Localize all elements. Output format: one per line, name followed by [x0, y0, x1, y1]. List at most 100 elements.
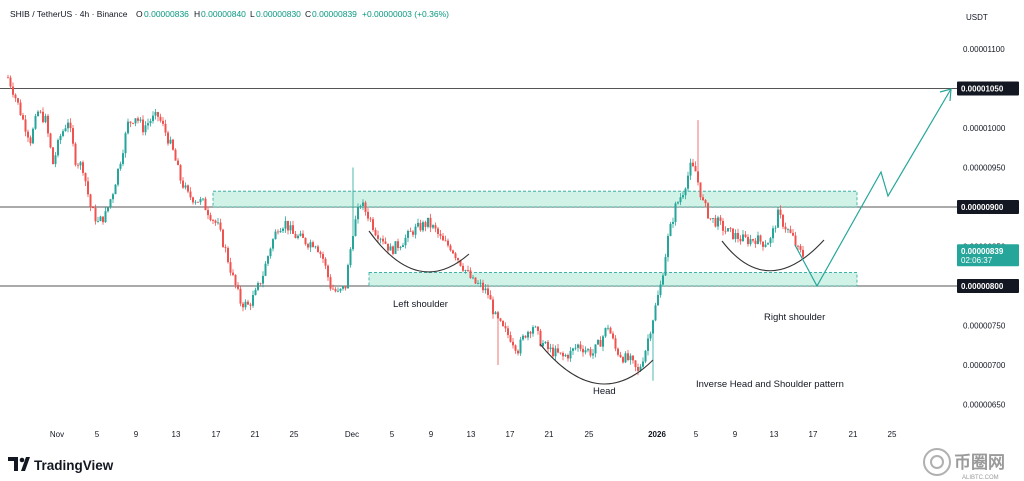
candle-body: [102, 216, 104, 223]
candle-body: [219, 222, 222, 230]
symbol-title[interactable]: SHIB / TetherUS · 4h · Binance: [10, 9, 128, 19]
currency-label[interactable]: USDT: [966, 13, 988, 22]
candle-body: [352, 236, 354, 250]
candle-body: [177, 160, 179, 166]
candle-body: [282, 228, 284, 231]
tradingview-logo[interactable]: TradingView: [8, 457, 114, 473]
candle-body: [144, 125, 147, 133]
candle-body: [332, 288, 334, 290]
candle-body: [634, 360, 637, 368]
candle-body: [232, 272, 234, 275]
candle-body: [517, 350, 519, 354]
candle-body: [62, 131, 64, 136]
candle-body: [779, 209, 782, 215]
candle-body: [579, 344, 582, 349]
candle-body: [174, 149, 177, 161]
x-tick-label: 17: [212, 430, 221, 439]
candle-body: [72, 128, 74, 144]
candle-body: [202, 198, 204, 200]
candle-body: [44, 115, 47, 123]
candle-body: [377, 235, 379, 239]
candle-body: [262, 275, 264, 284]
candle-body: [384, 241, 387, 244]
candle-body: [624, 353, 627, 363]
candle-body: [442, 235, 444, 241]
candle-body: [597, 340, 599, 345]
x-tick-label: 2026: [648, 430, 666, 439]
candle-body: [367, 211, 369, 219]
candle-body: [299, 233, 302, 236]
candle-body: [437, 228, 439, 234]
candle-body: [197, 201, 199, 203]
candle-body: [617, 348, 619, 355]
candle-body: [87, 181, 89, 195]
watermark-logo-icon: [923, 448, 951, 476]
candle-body: [762, 241, 764, 247]
candle-body: [679, 197, 682, 203]
y-tick-label: 0.00001000: [963, 124, 1006, 133]
candle-body: [14, 94, 17, 99]
high-label: H: [194, 9, 200, 19]
candle-body: [537, 326, 539, 331]
candle-body: [169, 139, 172, 144]
candle-body: [434, 225, 437, 229]
candle-body: [364, 202, 367, 212]
candle-body: [249, 304, 252, 306]
candle-body: [699, 182, 702, 198]
candle-body: [737, 232, 739, 239]
candle-body: [757, 235, 759, 245]
candle-body: [457, 258, 459, 261]
pattern-label: Inverse Head and Shoulder pattern: [696, 379, 844, 390]
candle-body: [129, 121, 132, 123]
candle-body: [362, 202, 364, 207]
candle-body: [204, 198, 207, 211]
candle-body: [484, 288, 487, 291]
watermark-cn-text: 币圈网: [954, 453, 1005, 472]
candle-body: [349, 249, 352, 266]
candle-body: [674, 203, 677, 222]
open-value: 0.00000836: [144, 9, 189, 19]
candle-body: [9, 77, 12, 87]
candle-body: [704, 200, 707, 204]
level-price-text: 0.00001050: [961, 85, 1004, 94]
candle-body: [429, 217, 432, 228]
candle-body: [632, 355, 634, 361]
candle-body: [74, 143, 77, 165]
candle-body: [642, 361, 644, 367]
candle-body: [644, 350, 647, 362]
candle-body: [164, 123, 167, 133]
candle-body: [407, 230, 409, 238]
candle-body: [17, 98, 19, 103]
candle-body: [319, 252, 322, 255]
candle-body: [297, 235, 299, 239]
price-tags: 0.00001050 0.00000900 0.00000800 0.00000839…: [957, 81, 1019, 293]
x-tick-label: 25: [290, 430, 299, 439]
candle-body: [147, 123, 149, 126]
candle-body: [557, 348, 559, 353]
candle-body: [749, 239, 752, 245]
candle-body: [692, 162, 694, 167]
candle-body: [584, 350, 587, 353]
candle-body: [234, 274, 237, 286]
candle-body: [104, 211, 107, 223]
candle-body: [112, 194, 114, 200]
candle-body: [639, 366, 642, 371]
candle-body: [464, 270, 467, 271]
candle-body: [547, 341, 549, 350]
candle-body: [619, 354, 622, 358]
candle-body: [339, 288, 342, 291]
candle-body: [787, 229, 789, 231]
candle-body: [27, 131, 29, 138]
candle-body: [452, 250, 454, 254]
candle-body: [542, 343, 544, 347]
x-tick-label: Nov: [50, 430, 64, 439]
candle-body: [222, 229, 224, 248]
open-label: O: [136, 9, 143, 19]
time-axis[interactable]: Nov 5 9 13 17 21 25 Dec 5 9 13 17 21 25 2026 5 9 13 17 21 25: [50, 430, 897, 439]
candle-body: [497, 312, 499, 319]
candle-body: [59, 135, 62, 141]
candle-body: [527, 331, 529, 338]
candle-body: [482, 282, 484, 291]
candle-body: [209, 215, 212, 221]
